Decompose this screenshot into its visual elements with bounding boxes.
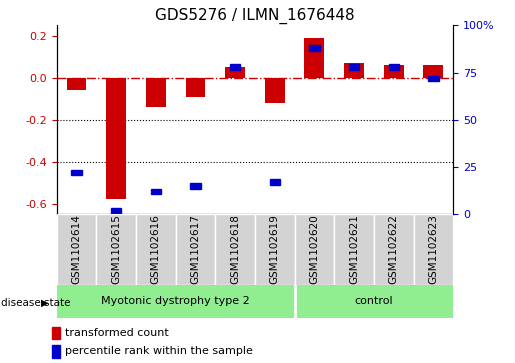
Bar [57, 285, 295, 318]
Bar [57, 214, 96, 285]
Bar [349, 64, 359, 70]
Bar [295, 285, 453, 318]
Bar [146, 78, 166, 107]
Text: GSM1102615: GSM1102615 [111, 215, 121, 285]
Bar [374, 214, 414, 285]
Bar [344, 63, 364, 78]
Text: percentile rank within the sample: percentile rank within the sample [65, 346, 253, 356]
Bar [269, 179, 280, 185]
Bar [225, 68, 245, 78]
Text: Myotonic dystrophy type 2: Myotonic dystrophy type 2 [101, 296, 250, 306]
Text: ▶: ▶ [41, 298, 49, 308]
Bar [150, 189, 161, 194]
Bar [111, 208, 122, 213]
Text: GSM1102616: GSM1102616 [151, 215, 161, 285]
Bar [52, 327, 60, 339]
Text: GSM1102620: GSM1102620 [310, 215, 319, 285]
Bar [136, 214, 176, 285]
Bar [190, 183, 201, 189]
Bar [334, 214, 374, 285]
Bar [304, 38, 324, 78]
Bar [423, 65, 443, 78]
Bar [265, 78, 285, 103]
Bar [309, 45, 320, 51]
Bar [230, 64, 241, 70]
Bar [428, 76, 439, 81]
Text: GSM1102623: GSM1102623 [428, 215, 438, 285]
Bar [52, 345, 60, 358]
Text: GSM1102614: GSM1102614 [72, 215, 81, 285]
Bar [414, 214, 453, 285]
Text: GSM1102622: GSM1102622 [389, 215, 399, 285]
Bar [71, 170, 82, 175]
Bar [388, 64, 399, 70]
Bar [176, 214, 215, 285]
Text: transformed count: transformed count [65, 328, 169, 338]
Bar [384, 65, 404, 78]
Bar [255, 214, 295, 285]
Text: GSM1102617: GSM1102617 [191, 215, 200, 285]
Bar [66, 78, 87, 90]
Bar [295, 214, 334, 285]
Title: GDS5276 / ILMN_1676448: GDS5276 / ILMN_1676448 [155, 8, 355, 24]
Bar [215, 214, 255, 285]
Text: control: control [354, 296, 393, 306]
Text: GSM1102618: GSM1102618 [230, 215, 240, 285]
Bar [106, 78, 126, 200]
Text: GSM1102619: GSM1102619 [270, 215, 280, 285]
Bar [96, 214, 136, 285]
Text: disease state: disease state [1, 298, 70, 308]
Text: GSM1102621: GSM1102621 [349, 215, 359, 285]
Bar [185, 78, 205, 97]
